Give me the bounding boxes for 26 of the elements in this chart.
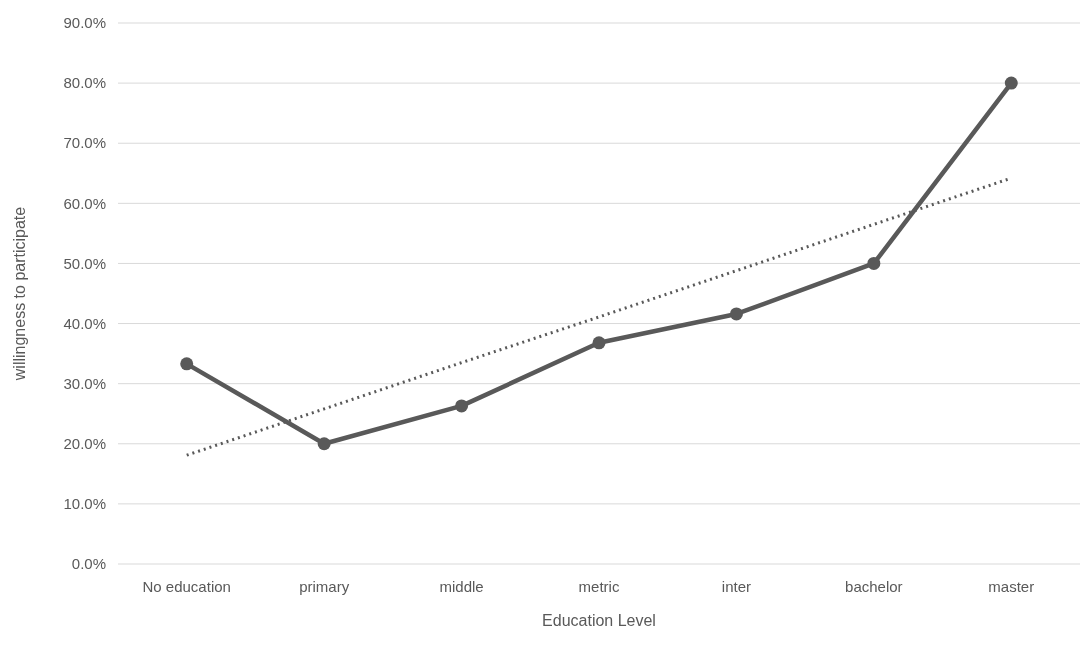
point: [867, 256, 881, 270]
x-tick-label: bachelor: [845, 578, 903, 595]
y-tick-label: 30.0%: [63, 374, 106, 392]
y-tick-label: 60.0%: [63, 194, 106, 212]
y-tick-label: 40.0%: [63, 314, 106, 332]
point: [729, 307, 743, 321]
y-tick-label: 20.0%: [63, 435, 106, 453]
point: [592, 336, 606, 350]
y-axis-title: willingness to participate: [11, 206, 28, 382]
y-tick-label: 10.0%: [63, 495, 106, 513]
point: [1004, 76, 1018, 90]
x-tick-label: No education: [142, 578, 231, 595]
y-tick-label: 70.0%: [63, 134, 106, 152]
y-tick-label: 50.0%: [63, 254, 106, 272]
x-tick-label: metric: [578, 578, 620, 595]
y-tick-label: 80.0%: [63, 74, 106, 92]
point: [455, 399, 469, 413]
point: [180, 357, 194, 371]
x-tick-label: middle: [439, 578, 484, 595]
y-tick-label: 0.0%: [71, 555, 106, 573]
x-tick-label: inter: [721, 578, 752, 595]
x-axis-title: Education Level: [542, 612, 656, 629]
x-tick-label: primary: [299, 578, 350, 595]
x-tick-label: master: [988, 578, 1035, 595]
point: [317, 437, 331, 451]
y-tick-label: 90.0%: [63, 14, 106, 32]
